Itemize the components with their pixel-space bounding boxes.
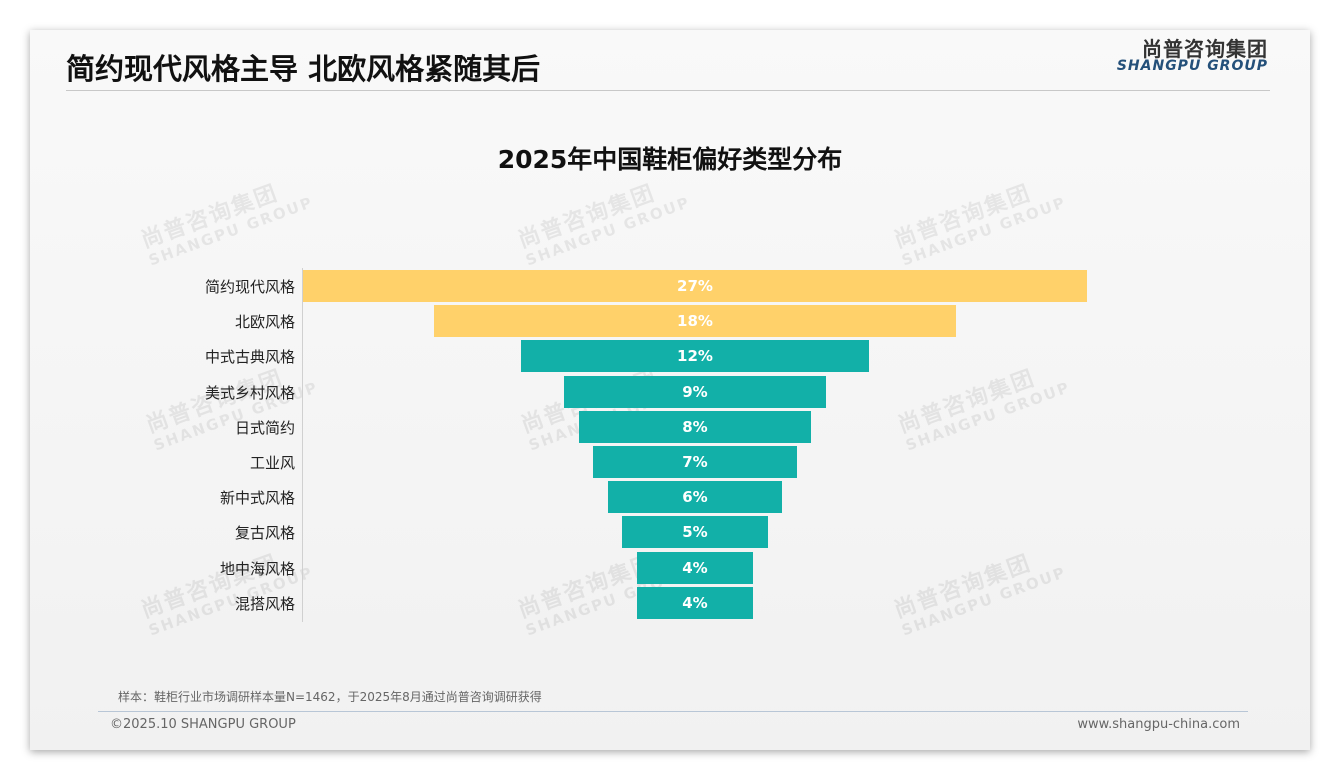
- category-label: 北欧风格: [234, 313, 295, 332]
- data-label: 18%: [677, 312, 713, 331]
- category-label: 中式古典风格: [204, 348, 295, 367]
- data-label: 4%: [682, 558, 708, 577]
- data-label: 6%: [682, 488, 708, 507]
- category-label: 工业风: [249, 454, 295, 472]
- funnel-bar: 12%: [520, 340, 870, 373]
- chart-title: 2025年中国鞋柜偏好类型分布: [497, 145, 843, 174]
- funnel-bar: 5%: [622, 516, 768, 549]
- funnel-bar: 18%: [433, 305, 957, 338]
- category-label: 新中式风格: [219, 489, 295, 508]
- category-label: 地中海风格: [219, 559, 295, 578]
- logo-cn: 尚普咨询集团: [1142, 37, 1268, 61]
- funnel-bar: 8%: [578, 410, 812, 443]
- funnel-bar: 27%: [303, 270, 1087, 302]
- category-label: 日式简约: [234, 418, 295, 437]
- data-label: 9%: [682, 382, 708, 401]
- funnel-bar: 9%: [564, 375, 826, 408]
- website-url: www.shangpu-china.com: [1077, 717, 1240, 732]
- data-label: 27%: [677, 277, 713, 295]
- header-divider: [66, 90, 1270, 91]
- funnel-bar: 4%: [636, 586, 754, 619]
- data-label: 7%: [682, 453, 708, 471]
- category-axis: [302, 268, 303, 622]
- sample-note: 样本：鞋柜行业市场调研样本量N=1462，于2025年8月通过尚普咨询调研获得: [118, 690, 542, 704]
- category-label: 复古风格: [234, 524, 295, 543]
- data-label: 5%: [682, 523, 708, 542]
- page-title: 简约现代风格主导 北欧风格紧随其后: [66, 52, 541, 86]
- category-label: 美式乡村风格: [204, 383, 295, 402]
- data-label: 12%: [677, 347, 713, 366]
- data-label: 4%: [682, 593, 708, 612]
- data-label: 8%: [682, 417, 708, 436]
- funnel-bar: 7%: [593, 446, 797, 478]
- footer-divider: [98, 711, 1248, 712]
- funnel-bar: 6%: [607, 481, 783, 514]
- copyright: ©2025.10 SHANGPU GROUP: [110, 717, 296, 732]
- logo-en: SHANGPU GROUP: [1116, 58, 1268, 74]
- funnel-bar: 4%: [636, 551, 754, 584]
- category-label: 混搭风格: [234, 594, 295, 613]
- category-label: 简约现代风格: [204, 278, 295, 296]
